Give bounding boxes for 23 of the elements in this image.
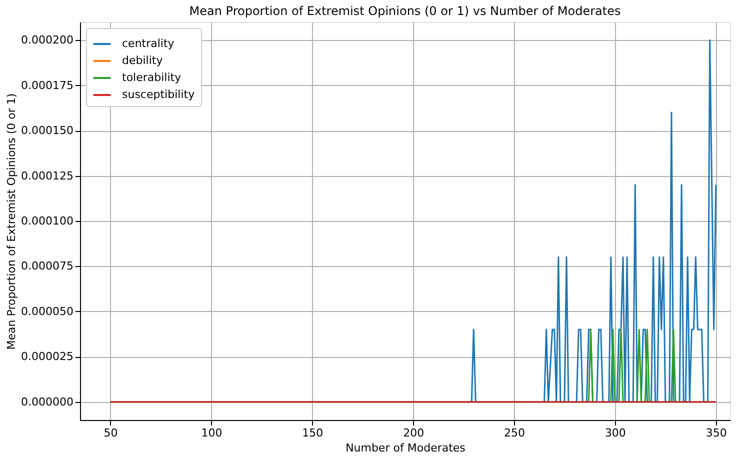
x-tick-label: 300: [604, 426, 626, 440]
x-tick-label: 200: [403, 426, 424, 440]
y-tick-label: 0.000100: [21, 214, 74, 228]
y-tick-label: 0.000025: [21, 350, 74, 364]
legend-label: tolerability: [122, 71, 182, 84]
x-tick-label: 150: [302, 426, 324, 440]
y-tick-label: 0.000000: [21, 395, 74, 408]
y-tick-label: 0.000150: [21, 124, 74, 138]
y-tick-label: 0.000175: [21, 78, 74, 92]
x-tick-label: 250: [504, 426, 526, 440]
legend-label: debility: [122, 54, 164, 67]
y-tick-label: 0.000200: [21, 34, 74, 47]
legend-label: susceptibility: [122, 88, 196, 101]
y-axis-title: Mean Proportion of Extremist Opinions (0 or 1): [5, 93, 18, 350]
x-tick-label: 350: [706, 426, 727, 440]
x-tick-label: 100: [201, 426, 222, 440]
chart-title: Mean Proportion of Extremist Opinions (0 or 1) vs Number of Moderates: [189, 4, 621, 18]
x-axis-title: Number of Moderates: [346, 442, 466, 454]
y-tick-label: 0.000050: [21, 304, 74, 318]
y-tick-label: 0.000075: [21, 260, 74, 273]
x-tick-label: 50: [104, 426, 118, 440]
legend-label: centrality: [122, 37, 175, 50]
y-tick-label: 0.000125: [21, 169, 74, 182]
